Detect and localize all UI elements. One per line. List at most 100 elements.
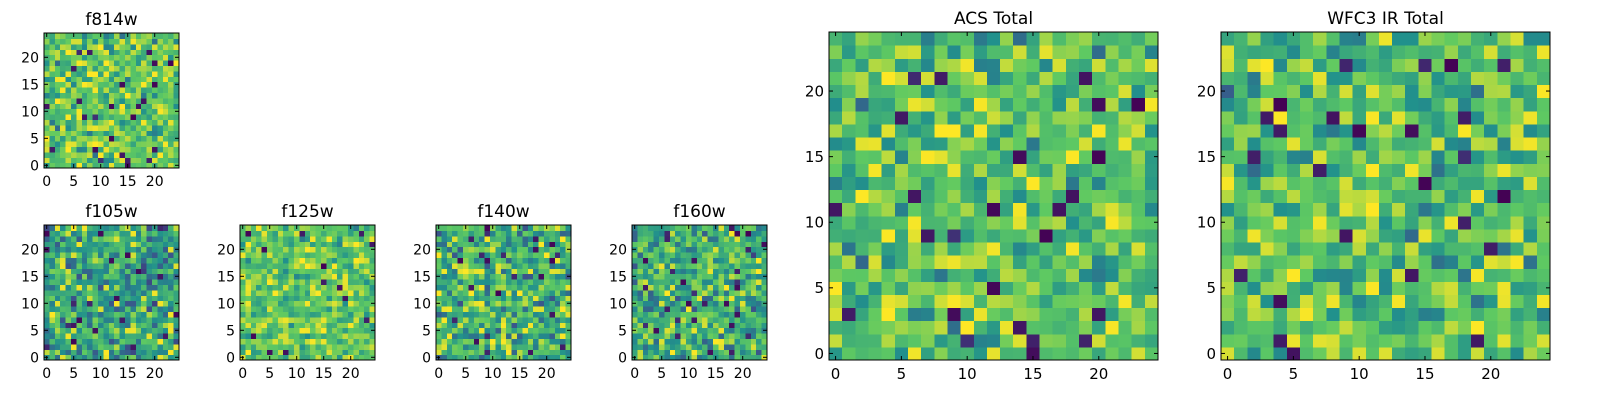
heatmap-cell bbox=[54, 70, 61, 77]
heatmap-cell bbox=[934, 176, 949, 191]
heatmap-cell bbox=[146, 151, 153, 158]
heatmap-cell bbox=[125, 306, 131, 312]
heatmap-cell bbox=[544, 338, 550, 345]
heatmap-cell bbox=[1052, 110, 1067, 125]
heatmap-cell bbox=[973, 176, 988, 191]
x-tick-label: 10 bbox=[680, 366, 698, 382]
heatmap-cell bbox=[544, 289, 550, 296]
heatmap-cell bbox=[44, 151, 50, 158]
heatmap-cell bbox=[729, 257, 736, 264]
heatmap-cell bbox=[135, 97, 142, 104]
heatmap-cell bbox=[468, 289, 475, 296]
heatmap-cell bbox=[1065, 228, 1080, 243]
heatmap-cell bbox=[1313, 228, 1327, 243]
heatmap-cell bbox=[65, 157, 72, 164]
heatmap-cell bbox=[907, 215, 922, 230]
heatmap-cell bbox=[60, 349, 67, 356]
heatmap-cell bbox=[1144, 150, 1159, 164]
heatmap-cell bbox=[358, 349, 365, 356]
heatmap-cell bbox=[168, 295, 175, 302]
heatmap-cell bbox=[331, 316, 338, 323]
heatmap-cell bbox=[103, 273, 110, 280]
heatmap-cell bbox=[130, 252, 137, 258]
heatmap-cell bbox=[691, 241, 698, 248]
heatmap-cell bbox=[65, 70, 72, 77]
heatmap-cell bbox=[868, 320, 883, 335]
heatmap-cell bbox=[152, 151, 158, 158]
heatmap-cell bbox=[506, 246, 513, 253]
heatmap-cell bbox=[1352, 32, 1367, 46]
heatmap-cell bbox=[745, 262, 752, 269]
heatmap-cell bbox=[490, 252, 496, 258]
heatmap-cell bbox=[1497, 163, 1512, 177]
heatmap-cell bbox=[81, 284, 88, 291]
heatmap-cell bbox=[659, 343, 665, 350]
heatmap-cell bbox=[369, 316, 376, 323]
heatmap-cell bbox=[921, 346, 935, 361]
heatmap-cell bbox=[1260, 123, 1275, 138]
heatmap-cell bbox=[321, 284, 327, 291]
heatmap-cell bbox=[960, 189, 975, 204]
heatmap-cell bbox=[54, 349, 61, 356]
heatmap-cell bbox=[103, 230, 110, 237]
heatmap-cell bbox=[702, 252, 709, 258]
heatmap-cell bbox=[1286, 268, 1301, 282]
heatmap-cell bbox=[463, 327, 469, 334]
heatmap-cell bbox=[632, 241, 638, 248]
y-tick-label: 10 bbox=[1197, 214, 1216, 232]
heatmap-cell bbox=[1392, 241, 1406, 256]
heatmap-cell bbox=[1471, 32, 1485, 46]
heatmap-cell bbox=[1247, 333, 1262, 348]
heatmap-cell bbox=[522, 327, 529, 334]
heatmap-cell bbox=[1418, 189, 1433, 204]
heatmap-cell bbox=[240, 235, 246, 242]
heatmap-cell bbox=[1221, 163, 1235, 177]
heatmap-cell bbox=[457, 225, 464, 231]
heatmap-cell bbox=[141, 97, 148, 104]
heatmap-cell bbox=[463, 295, 469, 302]
heatmap-cell bbox=[1221, 215, 1235, 230]
heatmap-cell bbox=[310, 241, 317, 248]
heatmap-cell bbox=[125, 70, 131, 77]
heatmap-cell bbox=[1313, 189, 1327, 204]
heatmap-cell bbox=[1131, 294, 1146, 309]
heatmap-cell bbox=[87, 103, 94, 110]
heatmap-cell bbox=[130, 49, 137, 56]
heatmap-cell bbox=[364, 230, 371, 237]
heatmap-cell bbox=[261, 311, 268, 318]
heatmap-cell bbox=[560, 273, 567, 280]
heatmap-cell bbox=[141, 343, 148, 350]
x-tick-label: 5 bbox=[69, 366, 78, 382]
heatmap-cell bbox=[342, 273, 349, 280]
heatmap-cell bbox=[294, 311, 300, 318]
heatmap-cell bbox=[756, 300, 763, 307]
heatmap-cell bbox=[321, 327, 327, 334]
heatmap-cell bbox=[522, 262, 529, 269]
heatmap-cell bbox=[500, 333, 507, 339]
heatmap-cell bbox=[457, 273, 464, 280]
heatmap-cell bbox=[1000, 228, 1014, 243]
heatmap-cell bbox=[691, 284, 698, 291]
heatmap-cell bbox=[702, 295, 709, 302]
heatmap-cell bbox=[1092, 150, 1106, 164]
heatmap-cell bbox=[1378, 45, 1393, 59]
heatmap-cell bbox=[1013, 294, 1027, 309]
heatmap-cell bbox=[65, 33, 72, 39]
heatmap-cell bbox=[87, 108, 94, 115]
heatmap-cell bbox=[1065, 123, 1080, 138]
heatmap-cell bbox=[81, 349, 88, 356]
heatmap-cell bbox=[162, 97, 169, 104]
heatmap-cell bbox=[686, 252, 692, 258]
heatmap-cell bbox=[283, 252, 290, 258]
axes-frame bbox=[828, 31, 1159, 361]
heatmap-cell bbox=[152, 338, 158, 345]
heatmap-cell bbox=[1144, 268, 1159, 282]
heatmap-cell bbox=[554, 300, 561, 307]
heatmap-cell bbox=[92, 92, 99, 99]
heatmap-cell bbox=[71, 119, 77, 126]
heatmap-cell bbox=[436, 262, 442, 269]
heatmap-cell bbox=[146, 279, 153, 285]
heatmap-cell bbox=[632, 262, 638, 269]
heatmap-cell bbox=[745, 252, 752, 258]
